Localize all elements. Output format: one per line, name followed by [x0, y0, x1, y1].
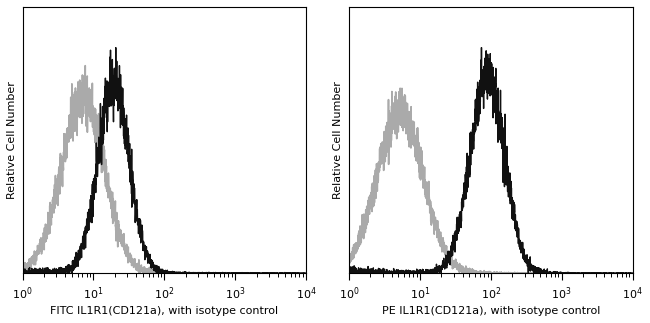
X-axis label: PE IL1R1(CD121a), with isotype control: PE IL1R1(CD121a), with isotype control [382, 306, 600, 316]
Y-axis label: Relative Cell Number: Relative Cell Number [333, 81, 343, 199]
X-axis label: FITC IL1R1(CD121a), with isotype control: FITC IL1R1(CD121a), with isotype control [50, 306, 278, 316]
Y-axis label: Relative Cell Number: Relative Cell Number [7, 81, 17, 199]
